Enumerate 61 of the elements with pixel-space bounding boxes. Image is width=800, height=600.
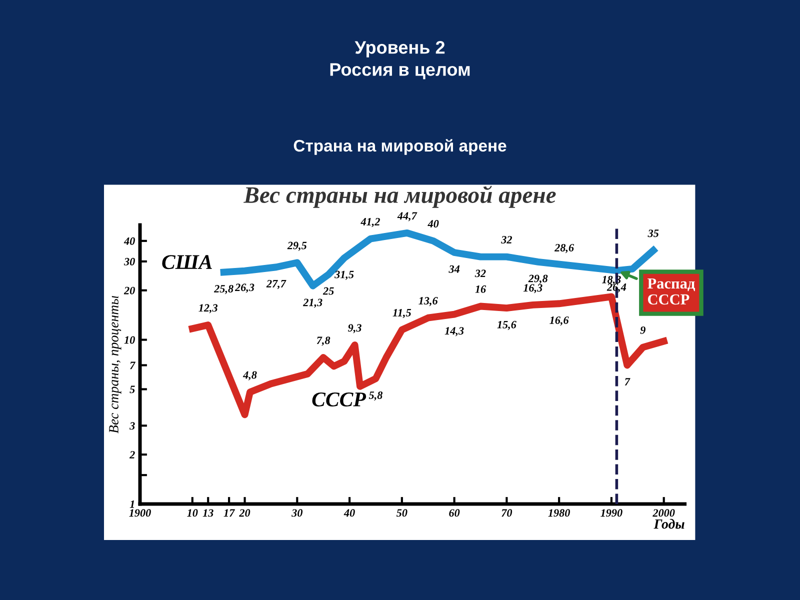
x-tick-label: 30 [292, 509, 303, 517]
x-tick-label: 10 [187, 509, 198, 517]
series-label: США [162, 255, 212, 270]
x-tick-label: 60 [449, 509, 460, 517]
data-label: 32 [474, 270, 486, 278]
chart-title: Вес страны на мировой арене [243, 186, 556, 208]
data-label: 9 [640, 326, 646, 334]
annotation: Распад СССР [648, 278, 696, 305]
data-label: 34 [448, 265, 460, 273]
data-label: 7,8 [316, 336, 330, 346]
data-label: 11,5 [392, 309, 412, 318]
x-axis-title: Годы [654, 518, 684, 529]
y-tick-label: 20 [124, 286, 135, 294]
data-label: 32 [501, 236, 512, 244]
data-label: 25 [322, 287, 334, 295]
y-tick-label: 30 [124, 258, 135, 266]
data-label: 40 [428, 220, 439, 228]
y-tick-label: 3 [129, 422, 135, 430]
data-label: 27,7 [266, 280, 286, 290]
data-label: 25,8 [214, 285, 234, 294]
data-label: 26,3 [234, 284, 254, 293]
x-tick-label: 17 [224, 509, 235, 517]
x-tick-label: 2000 [652, 509, 675, 517]
x-tick-label: 1990 [600, 509, 622, 517]
data-label: 44,7 [397, 212, 418, 222]
y-tick-label: 1 [130, 500, 134, 508]
data-label: 16 [475, 285, 486, 293]
data-label: 7 [624, 378, 630, 386]
y-axis-title: Вес страны, проценты [109, 296, 122, 434]
text: Уровень 2 Россия в целом [330, 41, 470, 80]
data-label: 16,6 [550, 316, 569, 326]
data-label: 35 [648, 230, 659, 238]
data-label: 9,3 [348, 324, 362, 334]
data-label: 13,6 [418, 297, 438, 306]
x-tick-label: 13 [202, 509, 214, 517]
data-label: 29,8 [528, 274, 548, 284]
data-label: 31,5 [334, 270, 354, 280]
data-label: 21,3 [303, 298, 322, 308]
data-label: 16,3 [523, 284, 542, 294]
data-label: 12,3 [198, 304, 218, 314]
y-tick-label: 2 [129, 451, 135, 458]
data-label: 14,3 [444, 327, 464, 336]
x-tick-label: 1900 [129, 509, 151, 517]
data-label: 4,8 [242, 371, 257, 380]
y-tick-label: 40 [124, 237, 135, 245]
data-label: 15,6 [497, 320, 516, 330]
x-tick-label: 40 [344, 509, 355, 517]
x-tick-label: 20 [239, 509, 250, 517]
x-tick-label: 50 [396, 509, 408, 517]
text: Страна на мировой арене [294, 139, 506, 155]
data-label: 29,5 [287, 242, 307, 251]
y-tick-label: 7 [130, 362, 136, 370]
data-label: 28,6 [554, 244, 574, 254]
data-label: 5,8 [368, 391, 383, 401]
y-tick-label: 10 [124, 336, 135, 344]
x-tick-label: 1980 [548, 509, 570, 517]
data-label: 26,4 [606, 283, 626, 292]
x-tick-label: 70 [502, 509, 512, 517]
series-label: СССР [312, 392, 366, 406]
data-label: 41,2 [360, 218, 380, 228]
y-tick-label: 5 [130, 386, 135, 394]
